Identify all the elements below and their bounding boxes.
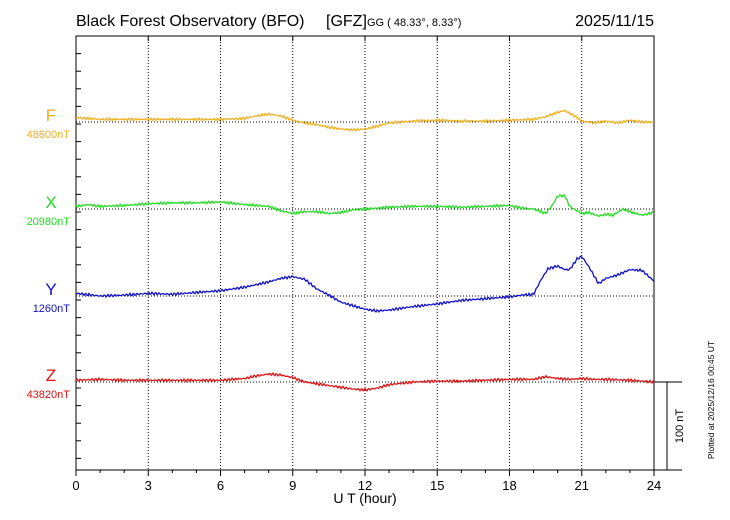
- station-coordinates: GG ( 48.33°, 8.33°): [367, 17, 461, 29]
- x-tick-label-12: 12: [358, 478, 372, 493]
- x-tick-label-9: 9: [289, 478, 296, 493]
- series-name-x: X: [45, 193, 56, 212]
- series-lines: [75, 109, 655, 392]
- series-baseline-y: 1260nT: [33, 303, 71, 315]
- series-line-x: [75, 193, 655, 218]
- x-tick-label-21: 21: [575, 478, 589, 493]
- series-name-z: Z: [46, 366, 56, 385]
- scale-bar-label: 100 nT: [674, 409, 686, 444]
- plotted-at-note: Plotted at 2025/12/16 00:45 UT: [706, 341, 716, 459]
- x-tick-label-24: 24: [647, 478, 661, 493]
- series-baseline-f: 48600nT: [27, 129, 71, 141]
- x-tick-label-18: 18: [502, 478, 516, 493]
- series-baseline-z: 43820nT: [27, 389, 71, 401]
- x-tick-labels: 0 3 6 9 12 15 18 21 24: [72, 478, 661, 493]
- series-line-f: [75, 109, 655, 132]
- series-labels: F 48600nT X 20980nT Y 1260nT Z 43820nT: [27, 106, 71, 401]
- tick-marks: [75, 35, 655, 476]
- x-tick-label-0: 0: [72, 478, 79, 493]
- x-tick-label-6: 6: [217, 478, 224, 493]
- institute-label: [GFZ]: [326, 13, 367, 30]
- x-axis-label: U T (hour): [333, 490, 396, 506]
- chart-title: Black Forest Observatory (BFO): [76, 13, 305, 30]
- scale-bar: 100 nT: [654, 381, 686, 471]
- series-name-f: F: [46, 106, 56, 125]
- chart-date: 2025/11/15: [575, 13, 654, 30]
- series-line-z: [75, 371, 655, 392]
- series-name-y: Y: [45, 280, 56, 299]
- grid-lines: [147, 36, 583, 470]
- series-baseline-x: 20980nT: [27, 216, 71, 228]
- series-line-y: [75, 255, 655, 313]
- x-tick-label-3: 3: [145, 478, 152, 493]
- x-tick-label-15: 15: [430, 478, 444, 493]
